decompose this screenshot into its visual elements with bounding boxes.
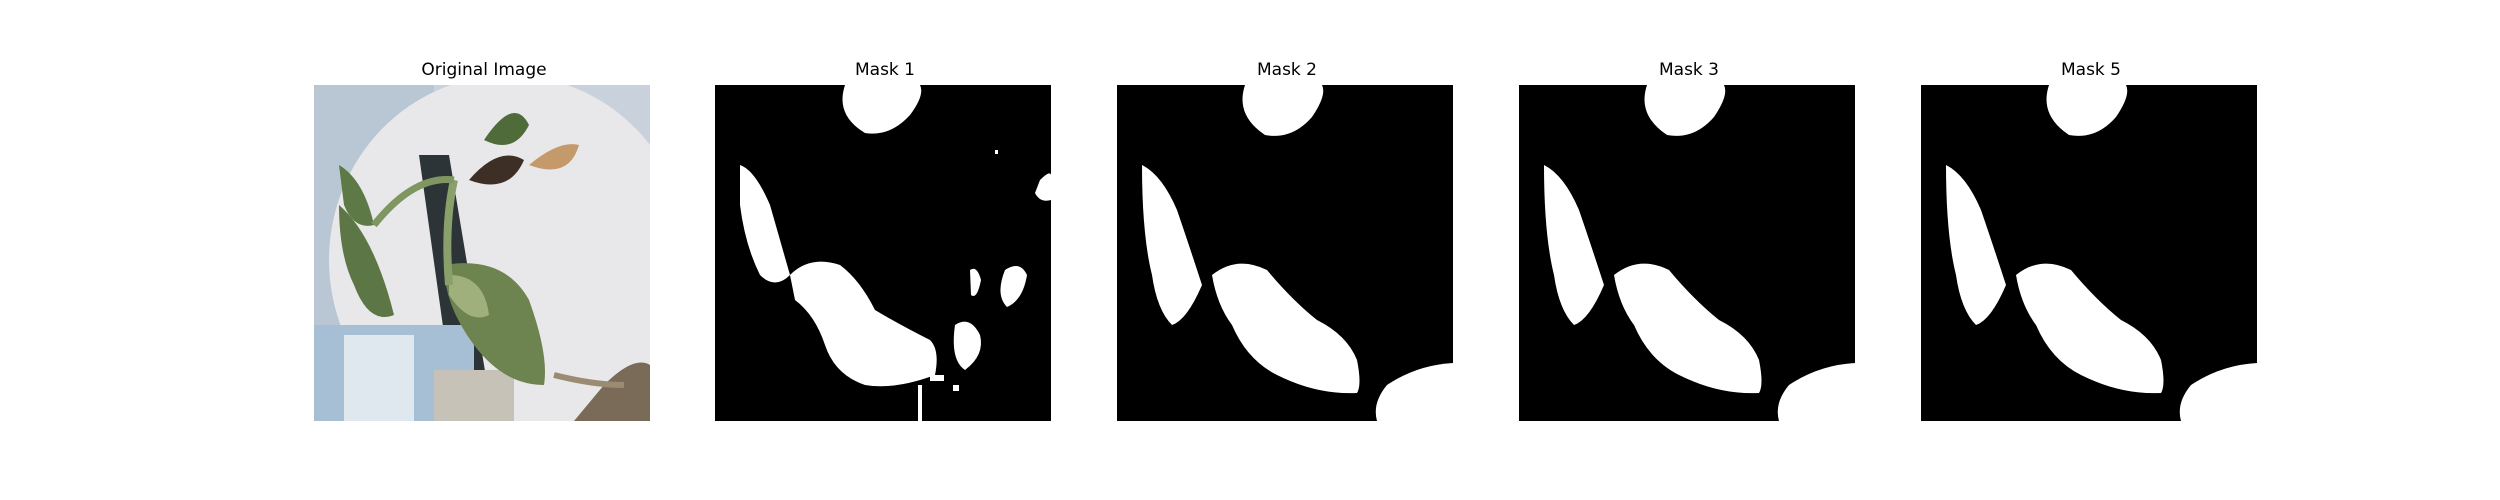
panel-mask-5: Mask 5 xyxy=(1921,0,2261,500)
mask-image xyxy=(1519,85,1855,421)
panel-title: Original Image xyxy=(421,60,547,80)
segmentation-mask xyxy=(1519,85,1855,421)
segmentation-mask xyxy=(715,85,1051,421)
panel-title: Mask 1 xyxy=(854,60,915,80)
panel-title: Mask 2 xyxy=(1256,60,1317,80)
panel-title: Mask 3 xyxy=(1658,60,1719,80)
segmentation-mask xyxy=(1117,85,1453,421)
panel-mask-2: Mask 2 xyxy=(1117,0,1457,500)
panel-mask-1: Mask 1 xyxy=(715,0,1055,500)
mask-image xyxy=(1117,85,1453,421)
panel-title: Mask 5 xyxy=(2060,60,2121,80)
panel-original: Original Image xyxy=(314,0,654,500)
plant-photo-image xyxy=(314,85,650,421)
mask-image xyxy=(1921,85,2257,421)
panel-mask-3: Mask 3 xyxy=(1519,0,1859,500)
original-photo xyxy=(314,85,650,421)
mask-image xyxy=(715,85,1051,421)
segmentation-mask xyxy=(1921,85,2257,421)
